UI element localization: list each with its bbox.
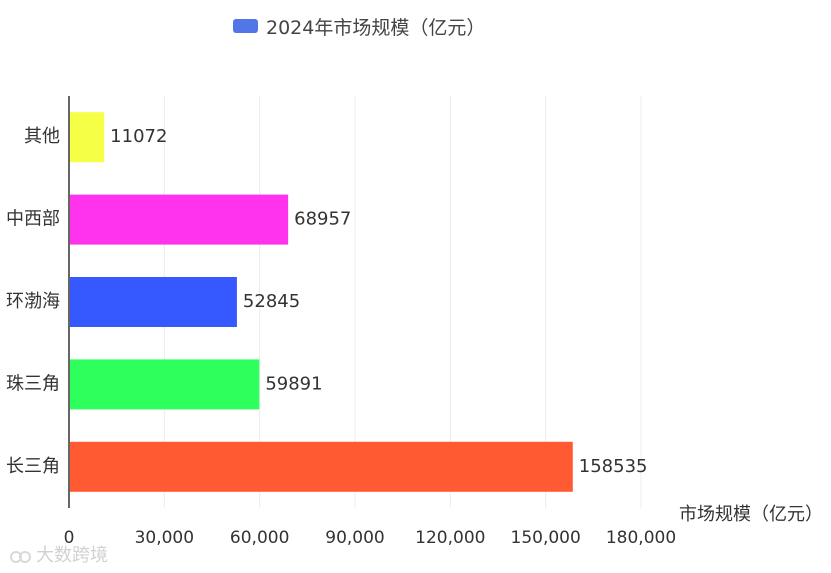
category-label: 其他 (24, 126, 60, 147)
bar-value-label: 68957 (294, 209, 351, 230)
x-tick-label: 150,000 (511, 528, 581, 548)
x-tick-label: 90,000 (325, 528, 384, 548)
bar-value-label: 11072 (110, 126, 167, 147)
x-tick-label: 120,000 (415, 528, 485, 548)
x-tick-label: 60,000 (230, 528, 289, 548)
category-label: 环渤海 (6, 291, 60, 312)
bar-value-label: 52845 (243, 291, 300, 312)
bar-3[interactable] (70, 359, 260, 410)
category-label: 中西部 (6, 209, 60, 230)
category-label: 珠三角 (6, 373, 60, 394)
legend-swatch (233, 19, 258, 33)
x-tick-label: 180,000 (606, 528, 676, 548)
bar-2[interactable] (70, 277, 237, 327)
x-tick-label: 30,000 (135, 528, 194, 548)
watermark-logo-icon (8, 546, 32, 566)
bar-4[interactable] (70, 441, 573, 492)
chart-legend[interactable]: 2024年市场规模（亿元） (233, 12, 485, 40)
watermark-text: 大数跨境 (36, 545, 108, 566)
x-tick-label: 0 (64, 528, 75, 548)
bar-0[interactable] (70, 112, 105, 163)
legend-label: 2024年市场规模（亿元） (266, 16, 486, 39)
category-label: 长三角 (6, 456, 60, 477)
bar-1[interactable] (70, 194, 289, 245)
x-axis-title: 市场规模（亿元） (679, 504, 823, 525)
bar-value-label: 158535 (579, 456, 648, 477)
bar-value-label: 59891 (265, 373, 322, 394)
watermark: 大数跨境 (8, 544, 108, 568)
